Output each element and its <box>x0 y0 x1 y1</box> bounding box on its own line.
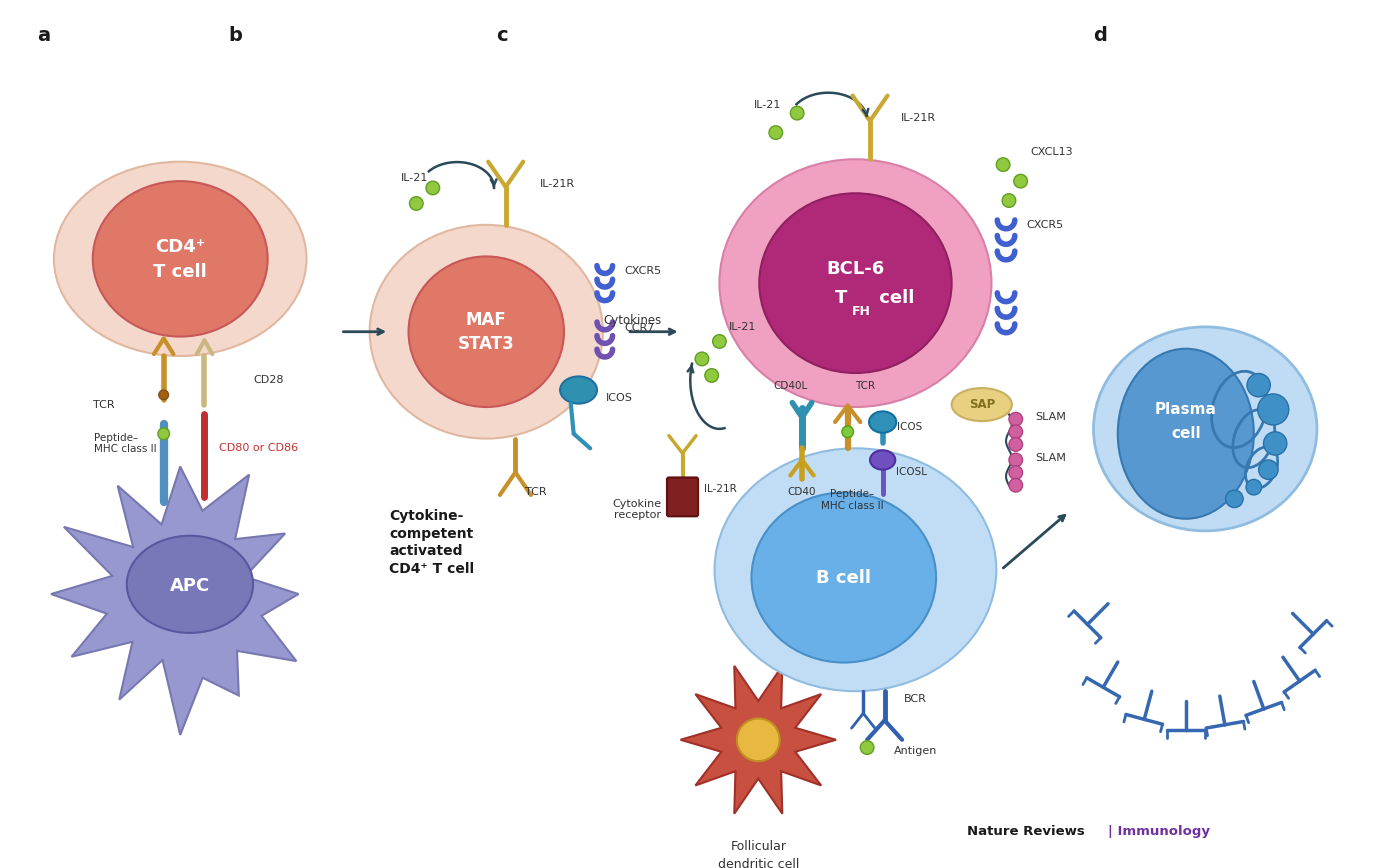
Text: B cell: B cell <box>816 569 871 587</box>
Text: T cell: T cell <box>154 264 207 281</box>
Text: TCR: TCR <box>92 399 115 410</box>
Text: T: T <box>836 289 847 306</box>
Text: cell: cell <box>874 289 914 306</box>
Circle shape <box>861 740 874 754</box>
Circle shape <box>410 197 423 210</box>
Circle shape <box>713 335 727 348</box>
Circle shape <box>1009 437 1022 451</box>
Circle shape <box>791 106 804 120</box>
Circle shape <box>1009 425 1022 438</box>
Text: Nature Reviews: Nature Reviews <box>967 825 1085 838</box>
Circle shape <box>1014 174 1028 188</box>
Text: Peptide–
MHC class II: Peptide– MHC class II <box>822 489 883 510</box>
Circle shape <box>1246 479 1261 495</box>
Text: cell: cell <box>1170 426 1201 441</box>
Ellipse shape <box>1117 349 1254 519</box>
Ellipse shape <box>752 492 937 662</box>
Circle shape <box>1009 466 1022 479</box>
Circle shape <box>841 426 854 437</box>
Text: Antigen: Antigen <box>895 746 938 756</box>
Ellipse shape <box>560 377 596 404</box>
Polygon shape <box>50 466 298 735</box>
Text: BCR: BCR <box>904 694 927 704</box>
Text: Cytokines: Cytokines <box>603 313 661 326</box>
Text: activated: activated <box>389 544 462 558</box>
Text: TCR: TCR <box>525 487 547 497</box>
Circle shape <box>1247 373 1270 397</box>
Text: CD80 or CD86: CD80 or CD86 <box>218 444 298 453</box>
Text: IL-21R: IL-21R <box>539 179 575 189</box>
Circle shape <box>426 181 440 194</box>
Text: CD4⁺ T cell: CD4⁺ T cell <box>389 562 475 575</box>
Text: CCR7: CCR7 <box>624 323 655 332</box>
Ellipse shape <box>1093 327 1317 531</box>
Ellipse shape <box>92 181 267 337</box>
Text: IL-21: IL-21 <box>753 101 781 110</box>
Text: d: d <box>1093 26 1107 44</box>
Text: CD28: CD28 <box>253 375 284 385</box>
Text: Plasma: Plasma <box>1155 402 1217 417</box>
Text: Follicular: Follicular <box>731 840 787 853</box>
Text: dendritic cell: dendritic cell <box>718 858 799 868</box>
Ellipse shape <box>714 448 997 691</box>
Ellipse shape <box>55 161 307 356</box>
Text: SLAM: SLAM <box>1035 412 1065 422</box>
Ellipse shape <box>869 411 896 433</box>
Circle shape <box>1264 431 1287 455</box>
Ellipse shape <box>409 256 564 407</box>
Text: CXCR5: CXCR5 <box>1026 220 1064 230</box>
Text: a: a <box>38 26 50 44</box>
Text: c: c <box>496 26 508 44</box>
Text: SAP: SAP <box>969 398 995 411</box>
Text: IL-21R: IL-21R <box>704 484 736 494</box>
Circle shape <box>736 719 780 761</box>
Circle shape <box>1009 478 1022 492</box>
Polygon shape <box>680 666 836 813</box>
Text: ICOS: ICOS <box>606 393 633 403</box>
Circle shape <box>1259 460 1278 479</box>
FancyBboxPatch shape <box>666 477 699 516</box>
Ellipse shape <box>370 225 603 438</box>
Text: b: b <box>228 26 242 44</box>
Text: ICOSL: ICOSL <box>896 467 927 477</box>
Text: CD40: CD40 <box>788 487 816 497</box>
Circle shape <box>1257 394 1289 425</box>
Circle shape <box>158 390 168 400</box>
Text: CXCR5: CXCR5 <box>624 266 661 277</box>
Text: ICOS: ICOS <box>897 422 923 432</box>
Text: IL-21: IL-21 <box>729 322 756 332</box>
Circle shape <box>696 352 708 365</box>
Circle shape <box>1009 412 1022 426</box>
Text: TCR: TCR <box>855 381 875 391</box>
Circle shape <box>158 428 169 439</box>
Text: APC: APC <box>169 577 210 595</box>
Ellipse shape <box>127 536 253 633</box>
Circle shape <box>704 369 718 382</box>
Ellipse shape <box>720 159 991 407</box>
Circle shape <box>1009 453 1022 467</box>
Ellipse shape <box>869 450 895 470</box>
Text: MAF: MAF <box>466 311 507 329</box>
Text: Cytokine
receptor: Cytokine receptor <box>612 499 661 520</box>
Text: SLAM: SLAM <box>1035 453 1065 463</box>
Text: | Immunology: | Immunology <box>1107 825 1210 838</box>
Text: IL-21R: IL-21R <box>902 113 937 123</box>
Text: STAT3: STAT3 <box>458 335 515 353</box>
Text: CD40L: CD40L <box>773 381 808 391</box>
Text: IL-21: IL-21 <box>400 174 428 183</box>
Text: Peptide–
MHC class II: Peptide– MHC class II <box>94 432 157 454</box>
Text: Cytokine-: Cytokine- <box>389 510 463 523</box>
Ellipse shape <box>952 388 1012 421</box>
Ellipse shape <box>759 194 952 373</box>
Text: FH: FH <box>851 305 871 318</box>
Circle shape <box>1002 194 1016 207</box>
Circle shape <box>997 158 1009 171</box>
Circle shape <box>769 126 783 140</box>
Text: competent: competent <box>389 527 473 541</box>
Text: BCL-6: BCL-6 <box>826 260 885 278</box>
Text: CD4⁺: CD4⁺ <box>155 238 206 256</box>
Text: CXCL13: CXCL13 <box>1030 147 1072 157</box>
Circle shape <box>1225 490 1243 508</box>
